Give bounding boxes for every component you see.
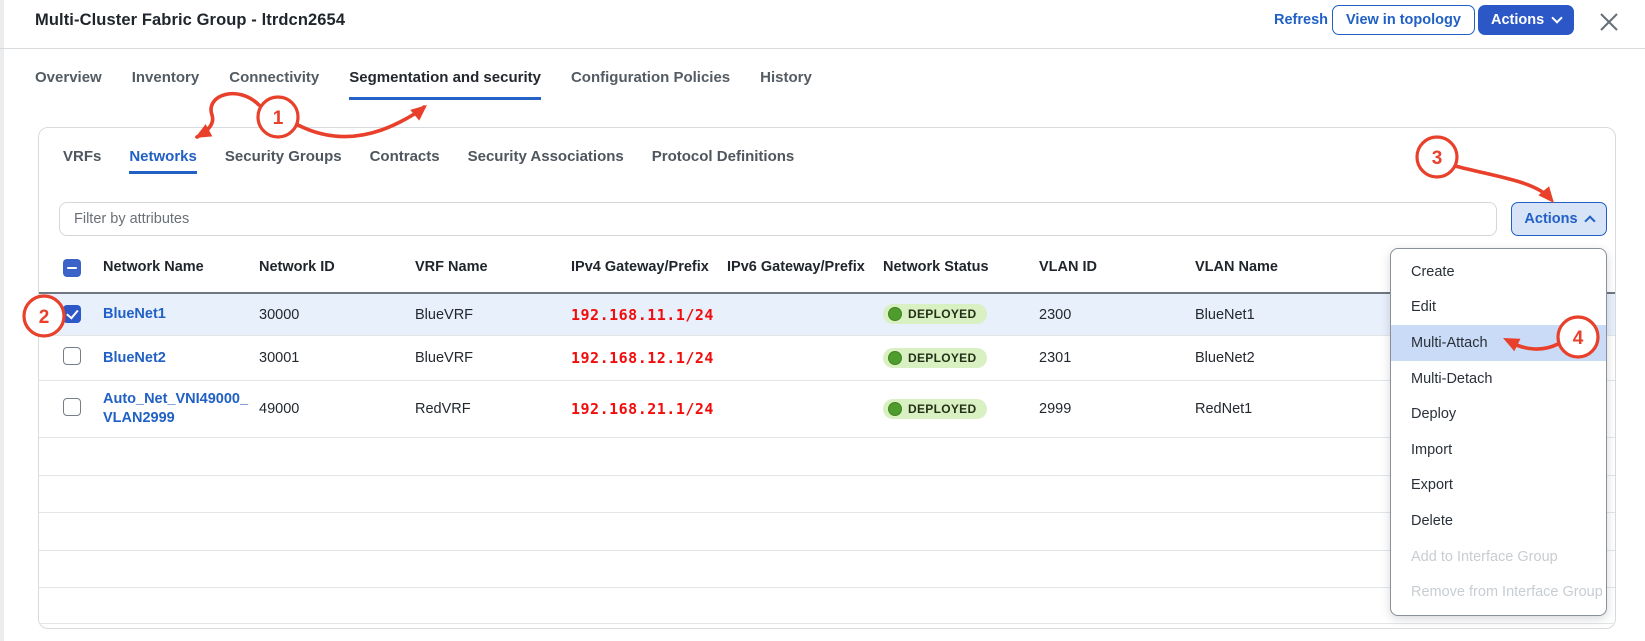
status-dot-icon	[888, 307, 902, 321]
column-header-vrf-name[interactable]: VRF Name	[415, 259, 488, 275]
network-name-link[interactable]: BlueNet2	[103, 349, 166, 366]
status-badge: DEPLOYED	[883, 347, 988, 368]
tab-configuration-policies[interactable]: Configuration Policies	[570, 69, 731, 86]
menu-item-multi-attach[interactable]: Multi-Attach	[1391, 325, 1606, 361]
page-left-edge	[0, 0, 4, 641]
column-header-network-status[interactable]: Network Status	[883, 259, 989, 275]
column-header-ipv4-gateway-prefix[interactable]: IPv4 Gateway/Prefix	[571, 259, 709, 275]
column-header-vlan-id[interactable]: VLAN ID	[1039, 259, 1097, 275]
vlan-name-cell: BlueNet1	[1195, 306, 1255, 323]
network-id-cell: 30001	[259, 350, 300, 366]
subtab-security-associations[interactable]: Security Associations	[467, 148, 624, 165]
subtab-security-groups[interactable]: Security Groups	[224, 148, 342, 165]
vrf-name-cell: RedVRF	[415, 401, 471, 417]
column-header-vlan-name[interactable]: VLAN Name	[1195, 259, 1278, 275]
menu-item-edit[interactable]: Edit	[1411, 299, 1436, 316]
empty-table-row	[39, 476, 1615, 513]
status-dot-icon	[888, 401, 902, 416]
header-actions-label: Actions	[1491, 12, 1545, 28]
header-actions-button[interactable]: Actions	[1478, 5, 1575, 35]
arrowhead-segmentation	[410, 105, 427, 121]
menu-item-deploy[interactable]: Deploy	[1411, 406, 1457, 423]
table-body: BlueNet1 30000 BlueVRF 192.168.11.1/24 D…	[39, 294, 1615, 624]
status-dot-icon	[888, 350, 902, 365]
tab-history[interactable]: History	[760, 69, 812, 86]
row-checkbox-bluenet1[interactable]	[63, 305, 81, 324]
subtab-contracts[interactable]: Contracts	[369, 148, 440, 165]
page-title: Multi-Cluster Fabric Group - ltrdcn2654	[35, 11, 346, 29]
vlan-id-cell: 2301	[1039, 350, 1072, 366]
vrf-name-cell: BlueVRF	[415, 350, 474, 366]
column-header-network-name[interactable]: Network Name	[103, 259, 204, 275]
empty-table-row	[39, 438, 1615, 476]
close-icon[interactable]	[1594, 7, 1624, 37]
column-header-ipv6-gateway-prefix[interactable]: IPv6 Gateway/Prefix	[727, 259, 865, 275]
empty-table-row	[39, 513, 1615, 551]
header-divider	[0, 48, 1645, 49]
menu-item-export[interactable]: Export	[1411, 477, 1453, 494]
select-all-checkbox[interactable]	[63, 258, 81, 277]
subtab-networks[interactable]: Networks	[129, 148, 197, 174]
menu-item-create[interactable]: Create	[1411, 263, 1455, 280]
table-header-row: Network Name Network ID VRF Name IPv4 Ga…	[39, 242, 1615, 294]
network-id-cell: 49000	[259, 401, 300, 417]
vlan-id-cell: 2300	[1039, 306, 1072, 323]
vlan-name-cell: BlueNet2	[1195, 350, 1255, 366]
vrf-name-cell: BlueVRF	[415, 306, 474, 323]
table-actions-button[interactable]: Actions	[1511, 202, 1607, 236]
main-tab-bar: Overview Inventory Connectivity Segmenta…	[35, 69, 812, 100]
tab-connectivity[interactable]: Connectivity	[229, 69, 320, 86]
menu-item-add-to-interface-group: Add to Interface Group	[1411, 548, 1558, 565]
table-row-bluenet2[interactable]: BlueNet2 30001 BlueVRF 192.168.12.1/24 D…	[39, 336, 1615, 381]
vlan-name-cell: RedNet1	[1195, 401, 1253, 417]
chevron-up-icon	[1583, 215, 1596, 227]
ipv4-gateway-cell: 192.168.11.1/24	[571, 305, 714, 324]
network-id-cell: 30000	[259, 306, 300, 323]
menu-item-import[interactable]: Import	[1411, 441, 1453, 458]
subtab-protocol-definitions[interactable]: Protocol Definitions	[651, 148, 795, 165]
ipv4-gateway-cell: 192.168.21.1/24	[571, 400, 714, 418]
tab-inventory[interactable]: Inventory	[131, 69, 200, 86]
row-checkbox-auto-net[interactable]	[63, 398, 81, 416]
table-row-bluenet1[interactable]: BlueNet1 30000 BlueVRF 192.168.11.1/24 D…	[39, 294, 1615, 336]
tab-overview[interactable]: Overview	[35, 69, 102, 86]
row-checkbox-bluenet2[interactable]	[63, 347, 81, 365]
menu-item-delete[interactable]: Delete	[1411, 512, 1453, 529]
vlan-id-cell: 2999	[1039, 401, 1072, 417]
status-badge: DEPLOYED	[883, 304, 988, 324]
table-actions-label: Actions	[1524, 211, 1578, 227]
filter-input[interactable]	[59, 202, 1497, 236]
tab-segmentation-and-security[interactable]: Segmentation and security	[349, 69, 541, 100]
networks-panel-card: VRFs Networks Security Groups Contracts …	[38, 127, 1616, 629]
ipv4-gateway-cell: 192.168.12.1/24	[571, 349, 714, 367]
empty-table-row	[39, 588, 1615, 624]
subtab-vrfs[interactable]: VRFs	[63, 148, 102, 165]
table-row-auto-net[interactable]: Auto_Net_VNI49000_VLAN2999 49000 RedVRF …	[39, 381, 1615, 438]
menu-item-remove-from-interface-group: Remove from Interface Group	[1411, 584, 1603, 601]
status-badge: DEPLOYED	[883, 398, 988, 419]
annotation-label-1: 1	[273, 108, 284, 129]
network-name-link[interactable]: BlueNet1	[103, 306, 166, 322]
empty-table-row	[39, 551, 1615, 588]
network-name-link[interactable]: Auto_Net_VNI49000_VLAN2999	[103, 391, 249, 426]
column-header-network-id[interactable]: Network ID	[259, 259, 335, 275]
refresh-link[interactable]: Refresh	[1274, 12, 1328, 28]
view-in-topology-button[interactable]: View in topology	[1332, 5, 1475, 35]
sub-tab-bar: VRFs Networks Security Groups Contracts …	[63, 148, 794, 174]
menu-item-multi-detach[interactable]: Multi-Detach	[1411, 370, 1493, 387]
actions-dropdown-menu: Create Edit Multi-Attach Multi-Detach De…	[1390, 248, 1607, 616]
chevron-down-icon	[1551, 12, 1563, 24]
